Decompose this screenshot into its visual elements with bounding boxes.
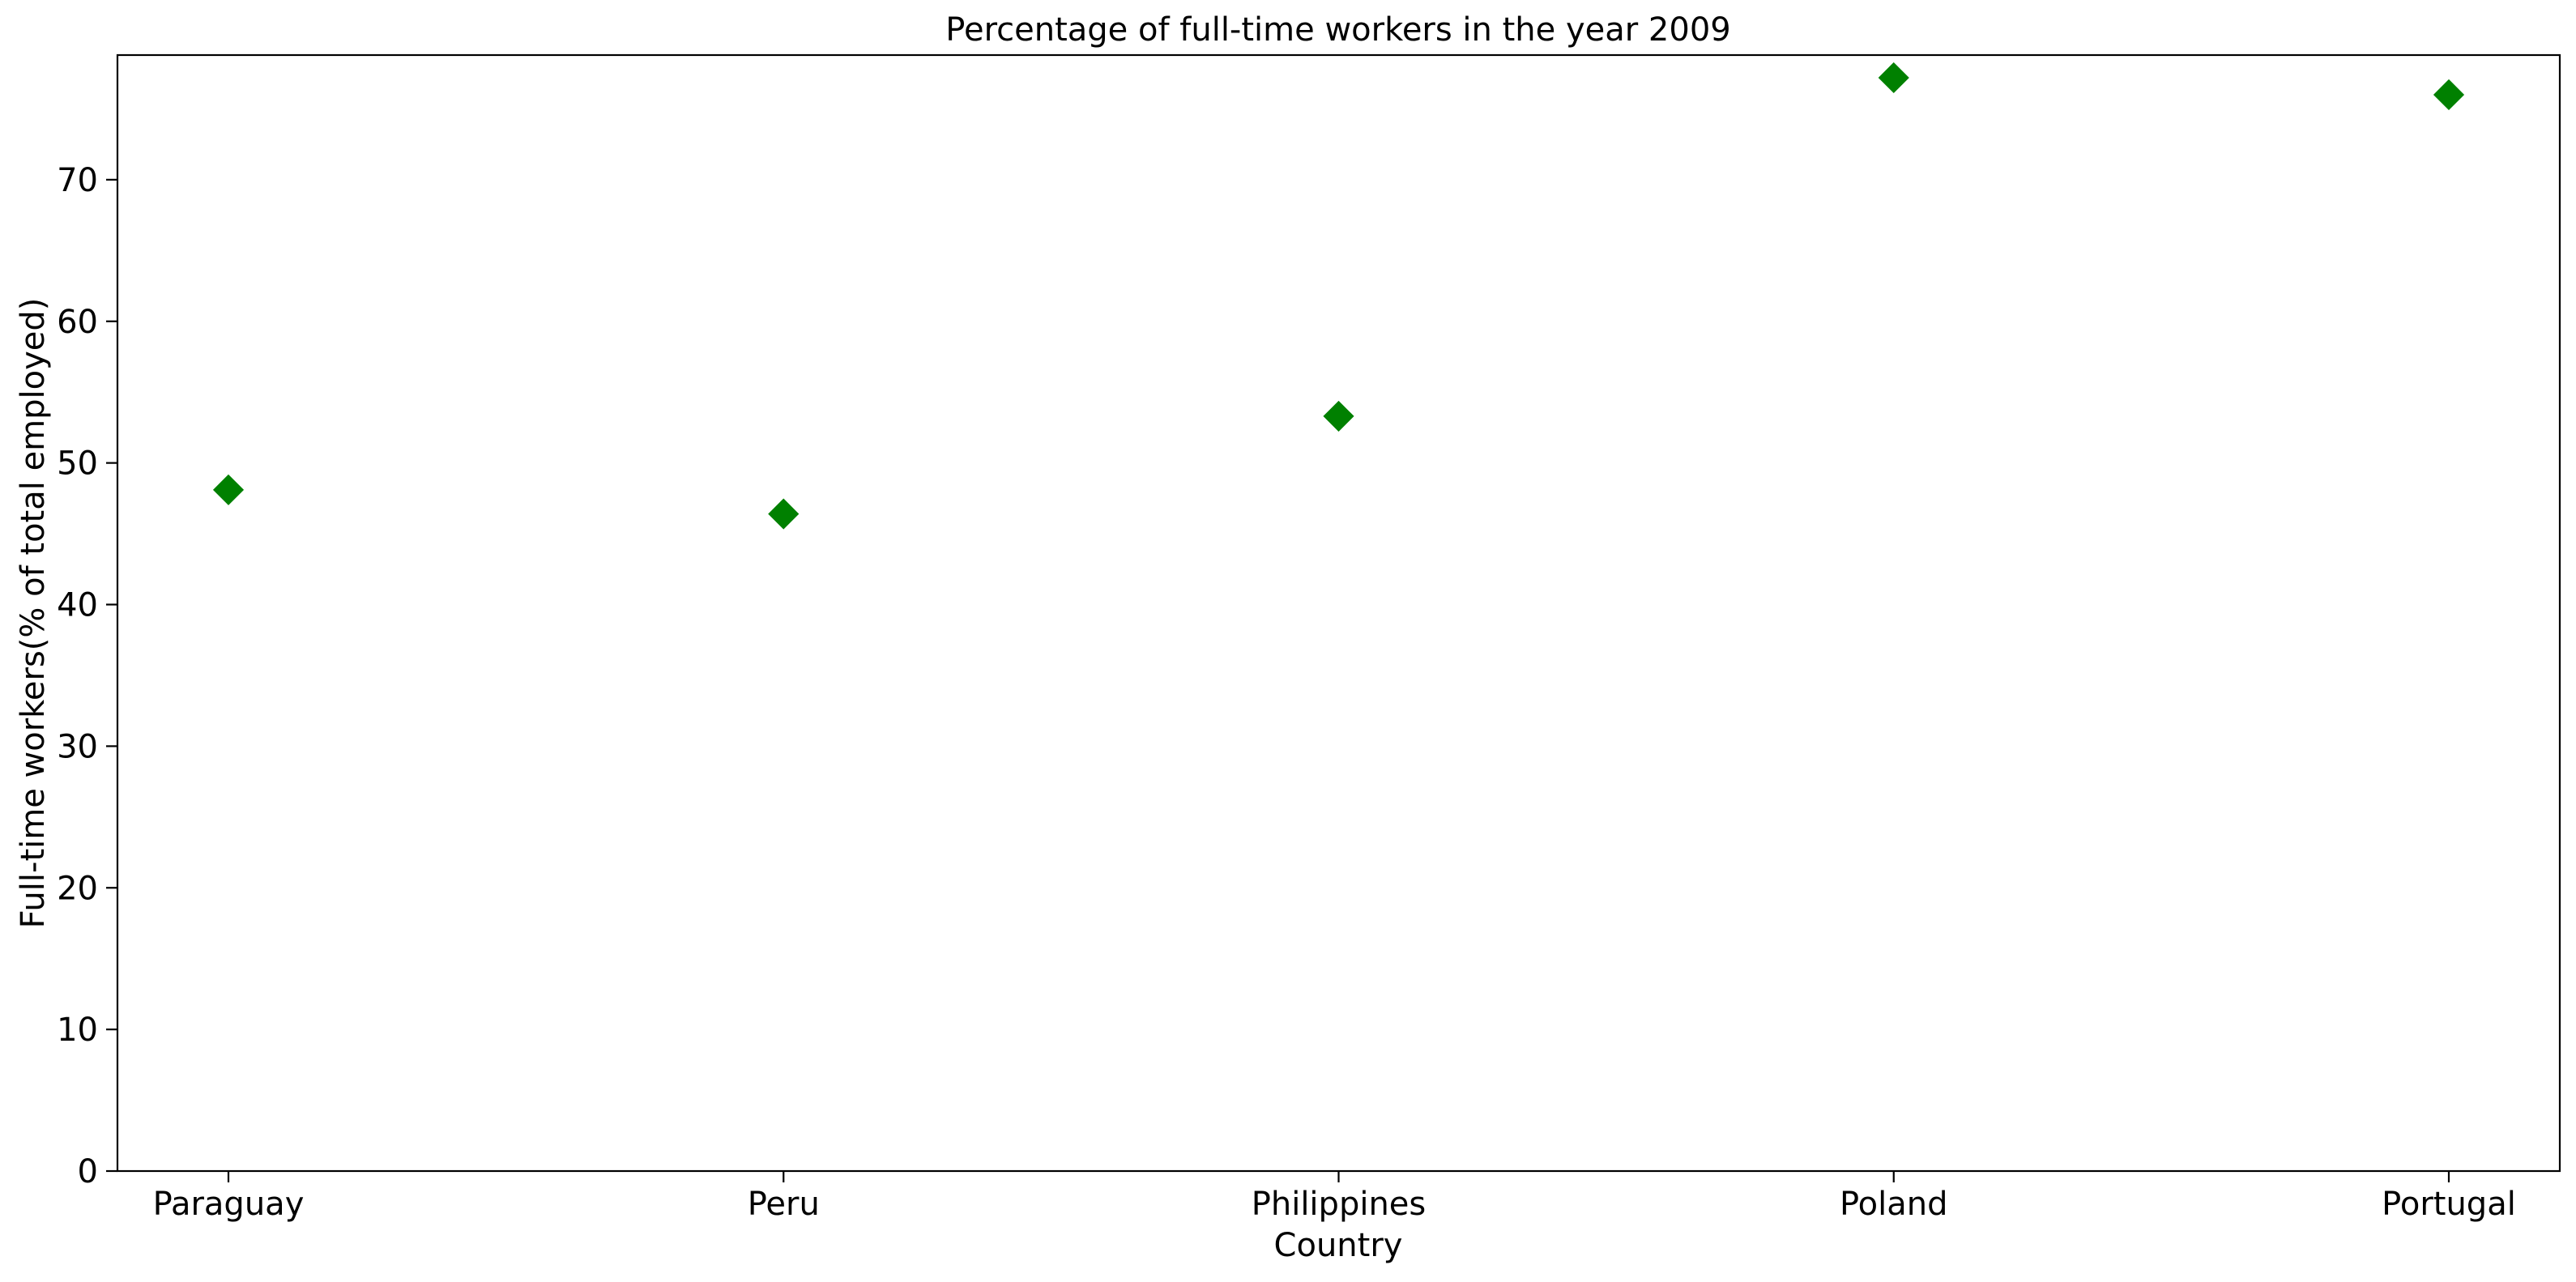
x-tick-label: Paraguay — [153, 1186, 305, 1223]
x-axis: Paraguay Peru Philippines Poland Portugal — [153, 1171, 2516, 1223]
chart-title: Percentage of full-time workers in the y… — [945, 11, 1730, 49]
y-tick-label: 40 — [57, 587, 98, 624]
data-point-philippines — [1323, 400, 1354, 432]
x-tick-label: Philippines — [1252, 1186, 1427, 1223]
y-tick-label: 50 — [57, 445, 98, 483]
y-axis-label: Full-time workers(% of total employed) — [15, 298, 52, 929]
y-tick-label: 60 — [57, 304, 98, 341]
data-point-peru — [768, 498, 800, 530]
x-tick-label: Poland — [1840, 1186, 1948, 1223]
x-tick-label: Peru — [748, 1186, 820, 1223]
y-axis: 0 10 20 30 40 50 60 70 — [57, 162, 117, 1190]
plot-area — [116, 53, 2561, 1173]
x-tick-label: Portugal — [2382, 1186, 2516, 1223]
data-markers — [212, 62, 2465, 530]
y-tick-label: 0 — [78, 1153, 98, 1190]
y-tick-label: 10 — [57, 1012, 98, 1049]
data-point-paraguay — [212, 474, 245, 505]
y-tick-label: 70 — [57, 162, 98, 199]
y-tick-label: 20 — [57, 870, 98, 907]
y-tick-label: 30 — [57, 728, 98, 765]
data-point-poland — [1878, 62, 1909, 94]
x-axis-label: Country — [1274, 1227, 1403, 1264]
data-point-portugal — [2433, 79, 2465, 111]
